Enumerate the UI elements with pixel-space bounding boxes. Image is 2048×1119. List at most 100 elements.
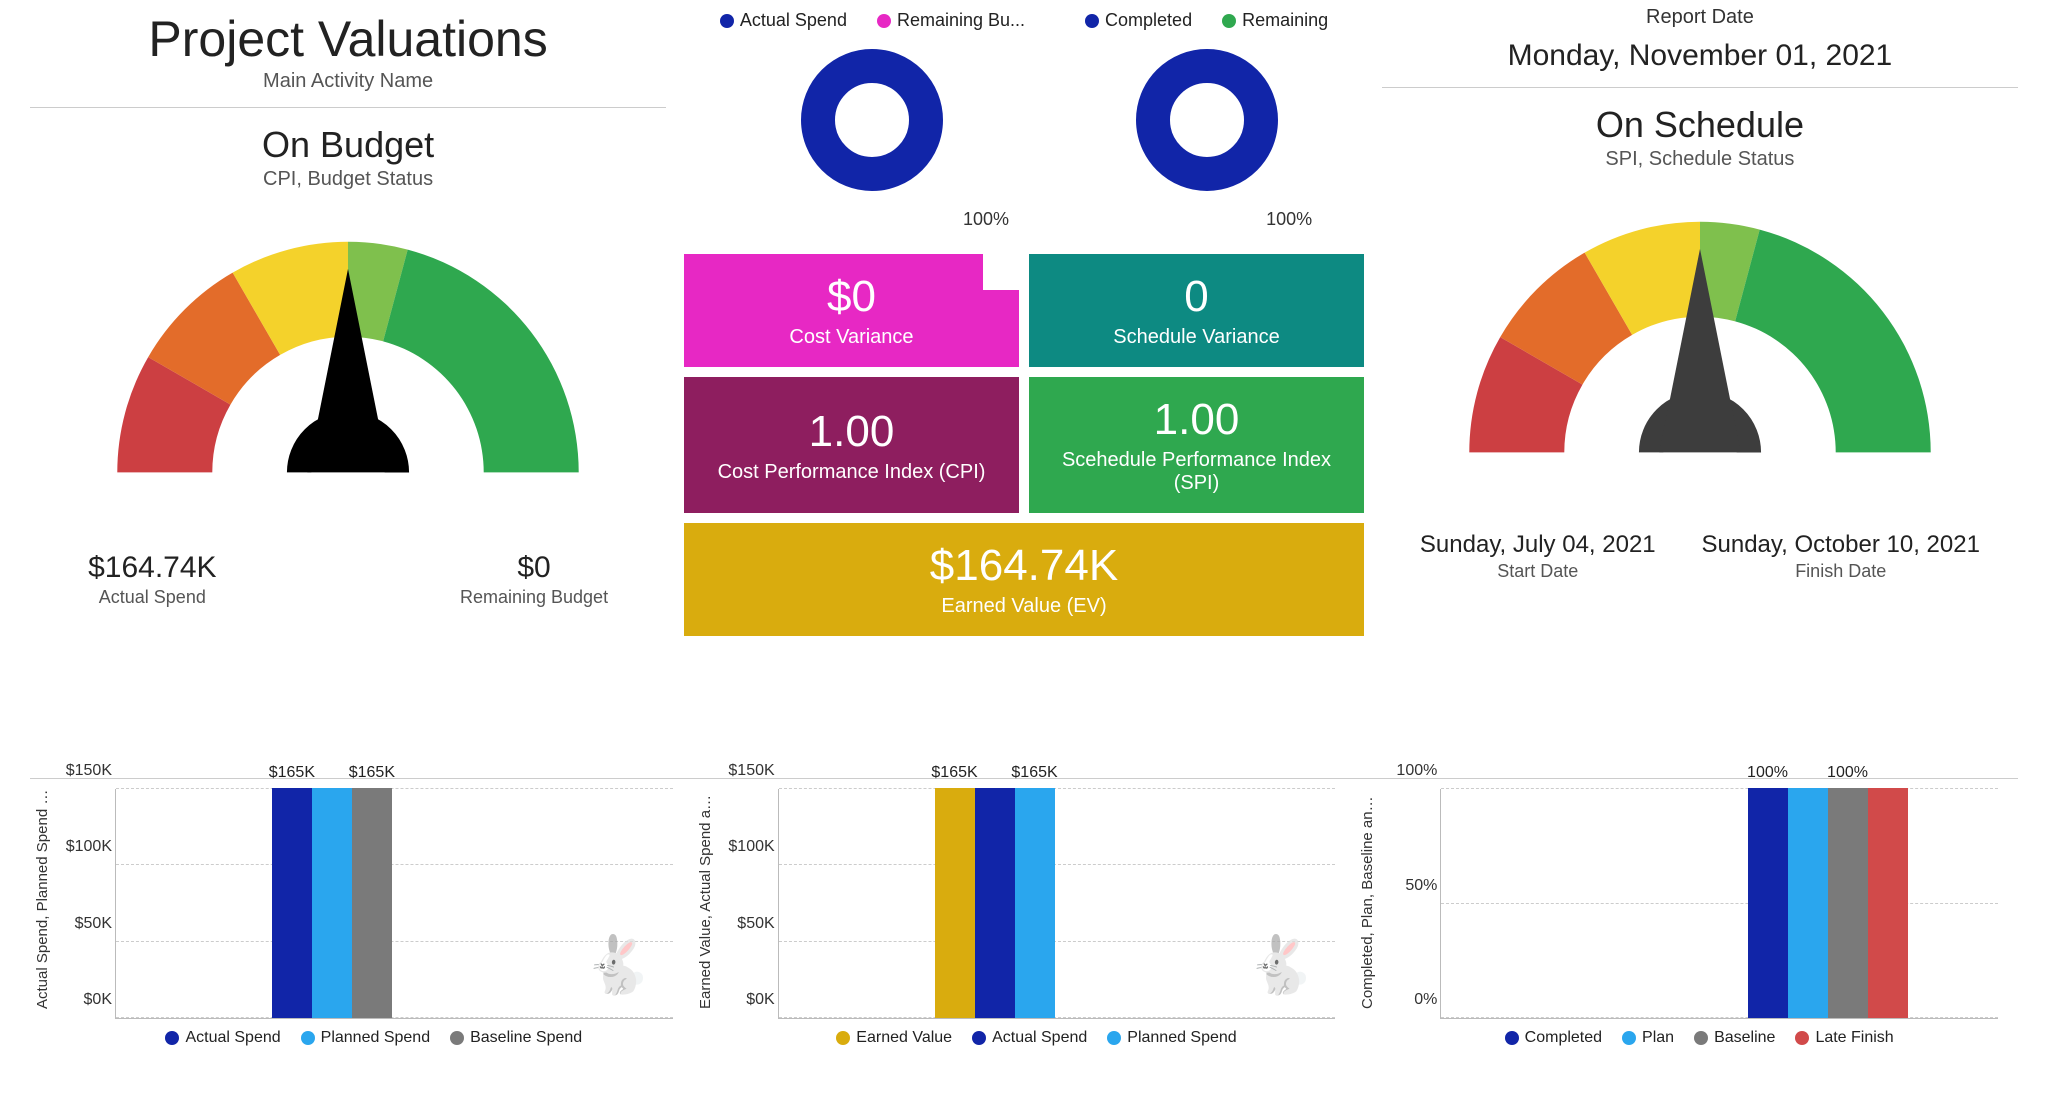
cpi-value: 1.00 xyxy=(694,407,1009,457)
gridline xyxy=(1441,1017,1998,1018)
legend-dot-icon xyxy=(165,1031,179,1045)
legend-item: Completed xyxy=(1505,1029,1602,1047)
report-date-label: Report Date xyxy=(1646,6,1754,29)
legend-dot-icon xyxy=(1694,1031,1708,1045)
legend-item: Planned Spend xyxy=(301,1029,430,1047)
schedule-gauge[interactable] xyxy=(1420,181,1980,561)
bar-label: $165K xyxy=(269,764,315,782)
bar[interactable]: 100% xyxy=(1828,788,1868,1018)
earned-value-label: Earned Value (EV) xyxy=(694,595,1354,618)
y-tick: $50K xyxy=(56,915,112,933)
bar[interactable]: 100% xyxy=(1748,788,1788,1018)
bar[interactable] xyxy=(1868,788,1908,1018)
dashboard: Project Valuations Main Activity Name On… xyxy=(0,0,2048,1119)
legend-item: Completed xyxy=(1085,10,1192,31)
bar-label: $165K xyxy=(1011,764,1057,782)
legend-dot-icon xyxy=(301,1031,315,1045)
legend-dot-icon xyxy=(1085,14,1099,28)
schedule-variance-value: 0 xyxy=(1039,272,1354,322)
left-column: Project Valuations Main Activity Name On… xyxy=(30,10,666,770)
page-subtitle: Main Activity Name xyxy=(263,70,433,93)
y-tick: $150K xyxy=(719,762,775,780)
gridline xyxy=(779,1017,1336,1018)
bar[interactable] xyxy=(1788,788,1828,1018)
donut-left-percent: 100% xyxy=(963,209,1025,230)
card-notch xyxy=(983,254,1019,290)
cost-variance-value: $0 xyxy=(694,272,1009,322)
bar-chart-chart3[interactable]: Completed, Plan, Baseline and Lat...0%50… xyxy=(1355,789,2018,1109)
schedule-variance-label: Schedule Variance xyxy=(1039,326,1354,349)
y-axis-title: Actual Spend, Planned Spend and ... xyxy=(30,789,55,1009)
y-tick: $150K xyxy=(56,762,112,780)
card-earned-value[interactable]: $164.74K Earned Value (EV) xyxy=(684,523,1364,636)
card-spi[interactable]: 1.00 Scehedule Performance Index (SPI) xyxy=(1029,377,1364,513)
gridline xyxy=(116,1017,673,1018)
bar-label: 100% xyxy=(1747,764,1788,782)
mid-column: Actual Spend Remaining Bu... 100% Complet… xyxy=(666,10,1382,770)
legend-item: Actual Spend xyxy=(165,1029,280,1047)
legend-dot-icon xyxy=(1222,14,1236,28)
finish-date-label: Finish Date xyxy=(1702,561,1980,582)
start-date-label: Start Date xyxy=(1420,561,1656,582)
top-section: Project Valuations Main Activity Name On… xyxy=(30,10,2018,770)
legend-dot-icon xyxy=(1795,1031,1809,1045)
donut-left-legend: Actual Spend Remaining Bu... xyxy=(720,10,1025,31)
legend-item: Remaining xyxy=(1222,10,1328,31)
chart-legend: Actual Spend Planned Spend Baseline Spend xyxy=(55,1029,693,1047)
budget-gauge[interactable] xyxy=(68,201,628,581)
gridline xyxy=(779,788,1336,789)
cards-grid: $0 Cost Variance 0 Schedule Variance 1.0… xyxy=(684,254,1364,636)
legend-item: Baseline Spend xyxy=(450,1029,582,1047)
legend-dot-icon xyxy=(450,1031,464,1045)
donut-right-block: Completed Remaining 100% xyxy=(1085,10,1328,230)
legend-item: Actual Spend xyxy=(720,10,847,31)
budget-gauge-subtitle: CPI, Budget Status xyxy=(263,168,433,191)
chart-legend: Earned ValueActual SpendPlanned Spend xyxy=(718,1029,1356,1047)
bar-label: $165K xyxy=(349,764,395,782)
budget-gauge-title: On Budget xyxy=(262,124,434,166)
donut-right[interactable] xyxy=(1122,35,1292,205)
remaining-budget-label: Remaining Budget xyxy=(460,587,608,608)
gridline xyxy=(1441,788,1998,789)
chart-legend: CompletedPlanBaselineLate Finish xyxy=(1380,1029,2018,1047)
legend-dot-icon xyxy=(720,14,734,28)
legend-item: Late Finish xyxy=(1795,1029,1893,1047)
legend-dot-icon xyxy=(877,14,891,28)
legend-dot-icon xyxy=(1107,1031,1121,1045)
gridline xyxy=(116,788,673,789)
bar[interactable]: $165K xyxy=(352,788,392,1018)
y-tick: $0K xyxy=(719,991,775,1009)
bar-label: 100% xyxy=(1827,764,1868,782)
y-axis-title: Earned Value, Actual Spend and Pl... xyxy=(693,789,718,1009)
donut-right-percent: 100% xyxy=(1266,209,1328,230)
y-tick: $0K xyxy=(56,991,112,1009)
card-cost-variance[interactable]: $0 Cost Variance xyxy=(684,254,1019,367)
bar-label: $165K xyxy=(931,764,977,782)
legend-dot-icon xyxy=(1505,1031,1519,1045)
bar[interactable]: $165K xyxy=(935,788,975,1018)
bar[interactable]: $165K xyxy=(1015,788,1055,1018)
gridline xyxy=(779,864,1336,865)
legend-item: Remaining Bu... xyxy=(877,10,1025,31)
donuts-row: Actual Spend Remaining Bu... 100% Complet… xyxy=(666,10,1382,230)
legend-item: Actual Spend xyxy=(972,1029,1087,1047)
schedule-gauge-title: On Schedule xyxy=(1596,104,1804,146)
bar[interactable] xyxy=(312,788,352,1018)
card-schedule-variance[interactable]: 0 Schedule Variance xyxy=(1029,254,1364,367)
bar[interactable]: $165K xyxy=(272,788,312,1018)
donut-left-block: Actual Spend Remaining Bu... 100% xyxy=(720,10,1025,230)
page-title: Project Valuations xyxy=(148,10,547,68)
legend-item: Planned Spend xyxy=(1107,1029,1236,1047)
bar[interactable] xyxy=(975,788,1015,1018)
bar-chart-chart1[interactable]: Actual Spend, Planned Spend and ...$0K $5… xyxy=(30,789,693,1109)
y-tick: $100K xyxy=(56,838,112,856)
spi-value: 1.00 xyxy=(1039,395,1354,445)
legend-item: Plan xyxy=(1622,1029,1674,1047)
spi-label: Scehedule Performance Index (SPI) xyxy=(1039,449,1354,495)
card-cpi[interactable]: 1.00 Cost Performance Index (CPI) xyxy=(684,377,1019,513)
y-tick: 50% xyxy=(1381,877,1437,895)
cost-variance-label: Cost Variance xyxy=(694,326,1009,349)
y-axis-title: Completed, Plan, Baseline and Lat... xyxy=(1355,789,1380,1009)
donut-left[interactable] xyxy=(787,35,957,205)
bar-chart-chart2[interactable]: Earned Value, Actual Spend and Pl...$0K $… xyxy=(693,789,1356,1109)
